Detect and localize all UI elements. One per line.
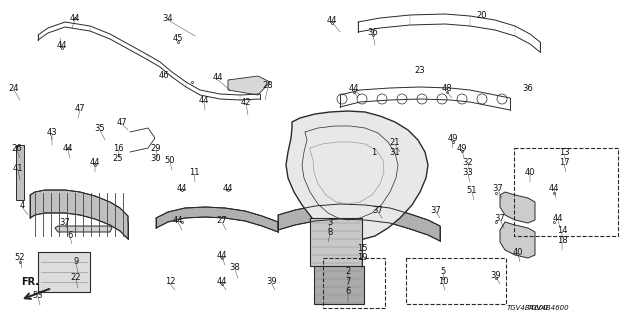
Text: 37: 37 [372, 205, 383, 214]
Text: 37: 37 [495, 213, 506, 222]
Text: 5: 5 [440, 268, 445, 276]
Text: 3: 3 [327, 218, 333, 227]
Text: 24: 24 [9, 84, 19, 92]
Text: 41: 41 [13, 164, 23, 172]
Text: 21: 21 [390, 138, 400, 147]
Bar [406, 258, 506, 304]
Text: 40: 40 [513, 247, 524, 257]
Bar [314, 266, 364, 304]
Bar [323, 258, 385, 308]
Polygon shape [30, 190, 128, 239]
Text: 39: 39 [267, 277, 277, 286]
Text: 17: 17 [559, 157, 570, 166]
Text: 23: 23 [415, 66, 426, 75]
Text: 44: 44 [212, 73, 223, 82]
Text: 32: 32 [463, 157, 474, 166]
Text: 13: 13 [559, 148, 570, 156]
Text: 12: 12 [164, 277, 175, 286]
Polygon shape [16, 145, 24, 200]
Text: 44: 44 [349, 84, 359, 92]
Text: 44: 44 [63, 143, 73, 153]
Text: 44: 44 [223, 183, 233, 193]
Bar [38, 252, 90, 292]
Text: 6: 6 [67, 230, 73, 239]
Text: 30: 30 [150, 154, 161, 163]
Text: 1: 1 [371, 148, 376, 156]
Text: 25: 25 [113, 154, 124, 163]
Text: TGV4B4600: TGV4B4600 [528, 305, 570, 311]
Text: 53: 53 [33, 291, 44, 300]
Text: 14: 14 [557, 226, 567, 235]
Text: 44: 44 [548, 183, 559, 193]
Text: 47: 47 [116, 117, 127, 126]
Text: 49: 49 [448, 133, 458, 142]
Text: 4: 4 [19, 201, 24, 210]
Text: 29: 29 [151, 143, 161, 153]
Text: 37: 37 [431, 205, 442, 214]
Text: 50: 50 [164, 156, 175, 164]
Text: 44: 44 [217, 277, 227, 286]
Text: 44: 44 [173, 215, 183, 225]
Polygon shape [278, 204, 440, 241]
Polygon shape [55, 226, 112, 232]
Text: 40: 40 [525, 167, 535, 177]
Text: 37: 37 [493, 183, 504, 193]
Text: 36: 36 [523, 84, 533, 92]
Text: 16: 16 [113, 143, 124, 153]
Text: 51: 51 [467, 186, 477, 195]
Text: 9: 9 [74, 258, 79, 267]
Text: 45: 45 [173, 34, 183, 43]
Text: 19: 19 [356, 253, 367, 262]
Text: 7: 7 [346, 277, 351, 286]
Bar [310, 218, 362, 266]
Text: 43: 43 [47, 127, 58, 137]
Text: FR.: FR. [21, 277, 39, 287]
Text: 48: 48 [442, 84, 452, 92]
Text: 28: 28 [262, 81, 273, 90]
Text: 27: 27 [217, 215, 227, 225]
Text: 36: 36 [367, 28, 378, 36]
Text: 10: 10 [438, 277, 448, 286]
Text: 42: 42 [241, 98, 252, 107]
Polygon shape [500, 222, 535, 258]
Text: 37: 37 [60, 218, 70, 227]
Text: 8: 8 [327, 228, 333, 236]
Text: 46: 46 [159, 70, 170, 79]
Polygon shape [228, 76, 270, 95]
Text: 44: 44 [199, 95, 209, 105]
Text: 44: 44 [327, 15, 337, 25]
Text: 11: 11 [189, 167, 199, 177]
Text: 34: 34 [163, 13, 173, 22]
Text: 35: 35 [95, 124, 106, 132]
Text: 6: 6 [346, 287, 351, 297]
Text: 52: 52 [15, 253, 25, 262]
Text: 2: 2 [346, 268, 351, 276]
Text: 38: 38 [230, 263, 241, 273]
Text: 44: 44 [177, 183, 188, 193]
Polygon shape [286, 111, 428, 242]
Text: 44: 44 [217, 251, 227, 260]
Text: 18: 18 [557, 236, 567, 244]
Text: 44: 44 [57, 41, 67, 50]
Polygon shape [500, 192, 535, 223]
Text: 26: 26 [12, 143, 22, 153]
Text: 44: 44 [90, 157, 100, 166]
Bar [514, 148, 618, 236]
Text: 44: 44 [70, 13, 80, 22]
Text: 31: 31 [390, 148, 400, 156]
Text: TGV4B4600: TGV4B4600 [507, 305, 549, 311]
Text: 15: 15 [356, 244, 367, 252]
Text: 39: 39 [491, 270, 501, 279]
Text: 49: 49 [457, 143, 467, 153]
Text: 44: 44 [553, 213, 563, 222]
Text: 22: 22 [71, 274, 81, 283]
Text: 33: 33 [463, 167, 474, 177]
Text: 47: 47 [75, 103, 85, 113]
Text: 20: 20 [477, 11, 487, 20]
Polygon shape [156, 207, 278, 232]
